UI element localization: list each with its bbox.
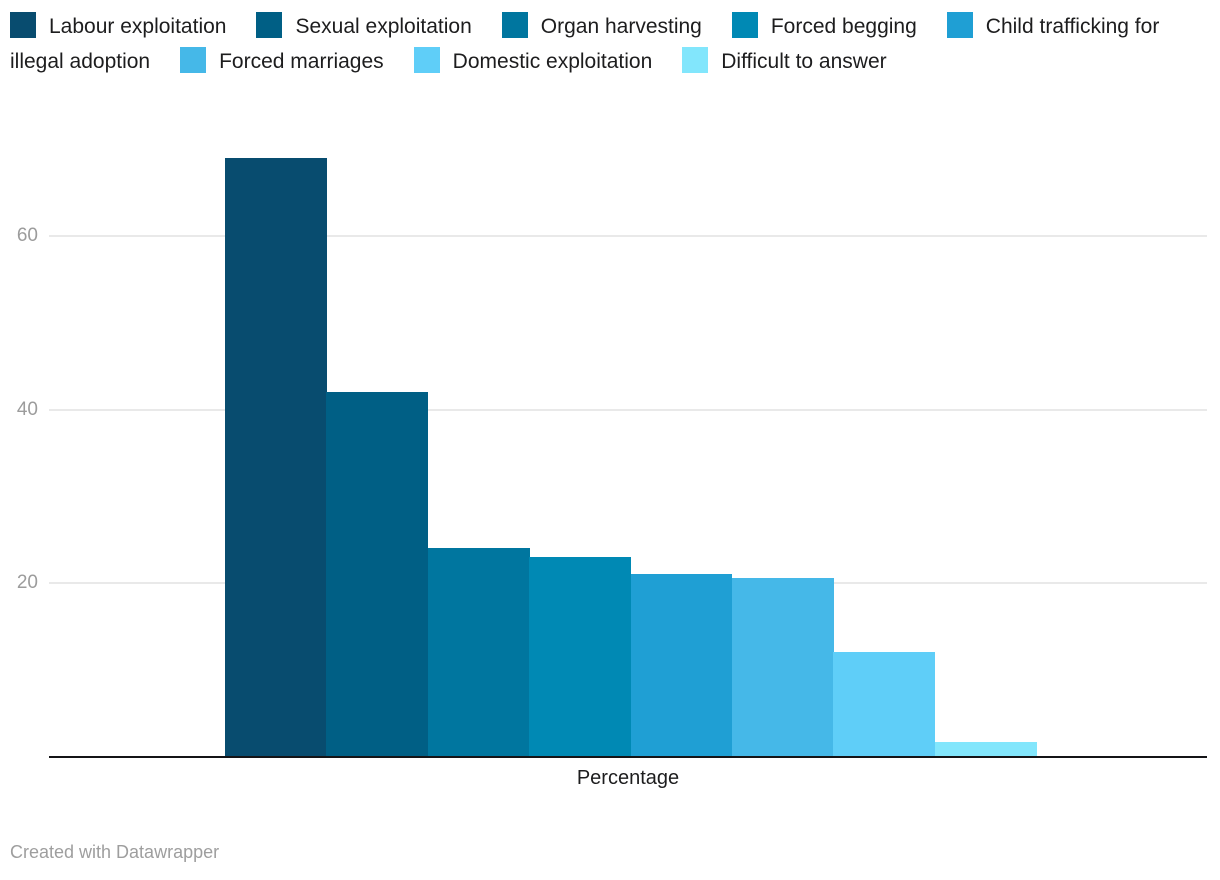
legend-label: Child trafficking for illegal adoption bbox=[10, 15, 1160, 73]
legend-item: Difficult to answer bbox=[682, 47, 887, 73]
legend-item: Domestic exploitation bbox=[413, 47, 653, 73]
bar-labour-exploitation bbox=[225, 158, 327, 756]
legend-item: Forced begging bbox=[731, 12, 917, 38]
bar-sexual-exploitation bbox=[326, 392, 429, 756]
legend-item: Forced marriages bbox=[180, 47, 384, 73]
gridline-60 bbox=[49, 235, 1207, 237]
bar-organ-harvesting bbox=[427, 548, 530, 756]
legend-swatch-icon bbox=[731, 12, 758, 38]
x-axis-line bbox=[49, 756, 1207, 758]
x-axis-label: Percentage bbox=[576, 767, 680, 789]
legend-item: Organ harvesting bbox=[501, 12, 702, 38]
legend-label: Difficult to answer bbox=[721, 50, 887, 73]
legend-swatch-icon bbox=[946, 12, 973, 38]
legend-label: Forced begging bbox=[770, 15, 917, 38]
legend-swatch-icon bbox=[256, 12, 283, 38]
legend-swatch-icon bbox=[682, 47, 709, 73]
legend-item: Sexual exploitation bbox=[256, 12, 472, 38]
legend-label: Labour exploitation bbox=[49, 15, 227, 38]
legend-swatch-icon bbox=[413, 47, 440, 73]
chart-legend: Labour exploitation Sexual exploitation Or… bbox=[10, 9, 1160, 79]
legend-label: Forced marriages bbox=[219, 50, 384, 73]
legend-swatch-icon bbox=[10, 12, 36, 38]
bar-child-trafficking-for-illegal-adoption bbox=[630, 574, 733, 756]
legend-item: Labour exploitation bbox=[10, 12, 227, 38]
legend-label: Organ harvesting bbox=[540, 15, 702, 38]
legend-label: Domestic exploitation bbox=[452, 50, 653, 73]
legend-label: Sexual exploitation bbox=[295, 15, 472, 38]
datawrapper-credit: Created with Datawrapper bbox=[10, 842, 220, 862]
bar-difficult-to-answer bbox=[934, 742, 1037, 756]
bar-forced-marriages bbox=[732, 577, 834, 756]
bar-domestic-exploitation bbox=[833, 652, 936, 756]
legend-item: Child trafficking for illegal adoption bbox=[10, 12, 1160, 73]
legend-swatch-icon bbox=[180, 47, 207, 73]
gridline-40 bbox=[49, 409, 1207, 411]
legend-swatch-icon bbox=[501, 12, 528, 38]
y-tick-label: 40 bbox=[16, 399, 38, 420]
y-tick-label: 20 bbox=[16, 572, 38, 593]
y-tick-label: 60 bbox=[16, 225, 38, 246]
bar-forced-begging bbox=[529, 556, 632, 756]
